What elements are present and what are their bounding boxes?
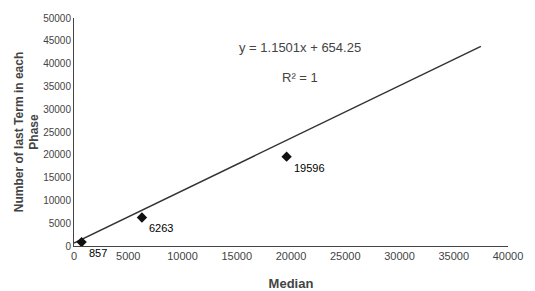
svg-text:20000: 20000: [43, 149, 71, 160]
svg-text:25000: 25000: [43, 127, 71, 138]
svg-text:0: 0: [65, 241, 71, 252]
svg-text:20000: 20000: [276, 250, 307, 262]
svg-text:15000: 15000: [43, 172, 71, 183]
svg-text:5000: 5000: [49, 218, 72, 229]
svg-text:30000: 30000: [43, 104, 71, 115]
svg-text:6263: 6263: [149, 222, 173, 234]
svg-text:15000: 15000: [221, 250, 252, 262]
svg-text:Number of last Term in eachPha: Number of last Term in eachPhase: [12, 52, 42, 212]
svg-text:25000: 25000: [330, 250, 361, 262]
svg-text:40000: 40000: [43, 58, 71, 69]
svg-text:5000: 5000: [116, 250, 140, 262]
svg-text:40000: 40000: [493, 250, 524, 262]
svg-text:30000: 30000: [384, 250, 415, 262]
svg-text:y = 1.1501x + 654.25: y = 1.1501x + 654.25: [239, 40, 361, 55]
svg-text:0: 0: [71, 250, 77, 262]
svg-text:45000: 45000: [43, 35, 71, 46]
svg-text:10000: 10000: [167, 250, 198, 262]
svg-text:19596: 19596: [294, 162, 325, 174]
svg-text:10000: 10000: [43, 195, 71, 206]
svg-text:Median: Median: [269, 276, 314, 291]
svg-text:50000: 50000: [43, 13, 71, 24]
svg-text:857: 857: [89, 247, 107, 259]
svg-text:35000: 35000: [43, 81, 71, 92]
svg-text:R² = 1: R² = 1: [282, 70, 318, 85]
svg-text:35000: 35000: [438, 250, 469, 262]
